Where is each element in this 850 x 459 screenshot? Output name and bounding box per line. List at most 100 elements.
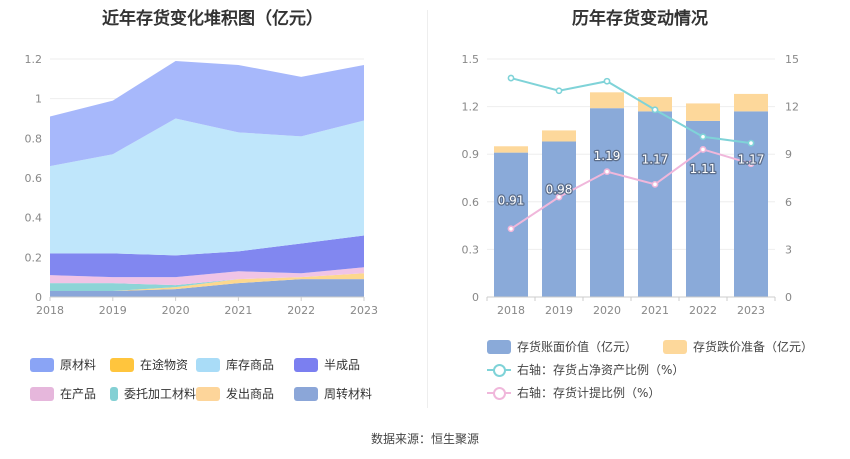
bar-value-label: 1.19 xyxy=(594,149,621,163)
x-tick-label: 2022 xyxy=(689,304,717,317)
legend-item-goods-shipped[interactable]: 发出商品 xyxy=(196,385,294,402)
legend-item-semi-finished[interactable]: 半成品 xyxy=(294,356,384,373)
x-tick-label: 2018 xyxy=(36,304,64,317)
area-周转材料 xyxy=(50,279,364,297)
bar-impairment xyxy=(590,92,624,109)
y-right-tick-label: 6 xyxy=(785,196,792,209)
area-发出商品 xyxy=(50,273,364,292)
line-point xyxy=(747,139,755,147)
legend-swatch xyxy=(30,357,54,372)
bar-impairment xyxy=(542,130,576,142)
legend-item-turnover-material[interactable]: 周转材料 xyxy=(294,385,384,402)
x-tick-label: 2021 xyxy=(641,304,669,317)
legend-swatch xyxy=(196,386,220,401)
x-tick-label: 2020 xyxy=(593,304,621,317)
left-legend: 原材料 在途物资 库存商品 半成品 在产品 委托加工材料 发出商品 周转材料 xyxy=(30,356,420,402)
bar-value-label: 1.17 xyxy=(738,152,765,166)
legend-swatch xyxy=(294,386,318,401)
y-right-tick-label: 12 xyxy=(785,101,799,114)
y-left-tick-label: 0 xyxy=(472,291,479,304)
bar-book-value xyxy=(638,111,672,297)
bar-impairment xyxy=(686,103,720,121)
line-point xyxy=(507,74,515,82)
legend-item-impairment[interactable]: 存货跌价准备（亿元） xyxy=(663,338,813,355)
line-point xyxy=(603,168,611,176)
x-tick-label: 2019 xyxy=(99,304,127,317)
x-tick-label: 2023 xyxy=(737,304,765,317)
line-point xyxy=(699,146,707,153)
y-left-tick-label: 0.9 xyxy=(462,148,480,161)
legend-item-net-asset-ratio[interactable]: 右轴：存货占净资产比例（%） xyxy=(487,361,684,378)
area-原材料 xyxy=(50,60,364,167)
bar-impairment xyxy=(494,146,528,153)
legend-swatch xyxy=(110,386,118,401)
legend-swatch xyxy=(30,386,54,401)
legend-item-in-transit[interactable]: 在途物资 xyxy=(110,356,196,373)
line-net-asset-ratio xyxy=(510,77,752,145)
line-point xyxy=(651,180,659,188)
bar-value-label: 1.11 xyxy=(690,162,717,176)
right-legend: 存货账面价值（亿元） 存货跌价准备（亿元） 右轴：存货占净资产比例（%） 右轴：… xyxy=(487,335,813,404)
bar-book-value xyxy=(494,152,528,297)
line-point xyxy=(555,87,563,95)
bar-impairment xyxy=(638,97,672,112)
area-库存商品 xyxy=(50,118,364,256)
legend-item-outsourced[interactable]: 委托加工材料 xyxy=(110,385,196,402)
legend-swatch xyxy=(663,339,688,354)
y-right-tick-label: 0 xyxy=(785,291,792,304)
y-left-tick-label: 0.3 xyxy=(462,243,480,256)
line-point xyxy=(555,193,563,201)
y-right-tick-label: 15 xyxy=(785,53,799,66)
bar-value-label: 0.91 xyxy=(498,194,525,208)
x-tick-label: 2018 xyxy=(497,304,525,317)
legend-item-raw-material[interactable]: 原材料 xyxy=(30,356,110,373)
legend-swatch xyxy=(487,339,511,354)
line-provision-ratio xyxy=(510,148,752,230)
legend-item-provision-ratio[interactable]: 右轴：存货计提比例（%） xyxy=(487,384,660,401)
y-tick-label: 0.8 xyxy=(25,132,43,145)
y-left-tick-label: 1.2 xyxy=(462,101,480,114)
x-tick-label: 2020 xyxy=(162,304,190,317)
line-point xyxy=(699,133,707,141)
legend-item-finished-goods[interactable]: 库存商品 xyxy=(196,356,294,373)
y-tick-label: 0.4 xyxy=(25,212,43,225)
legend-line-icon xyxy=(487,386,511,400)
bar-line-chart: 0 0.3 0.6 0.9 1.2 1.5 0 3 6 9 12 15 2018 2019 2020 2021… xyxy=(462,53,800,317)
line-point xyxy=(747,160,755,168)
y-left-tick-label: 0.6 xyxy=(462,196,480,209)
bar-value-label: 1.17 xyxy=(642,152,669,166)
y-right-tick-label: 3 xyxy=(785,243,792,256)
bar-book-value xyxy=(542,141,576,297)
panel-divider xyxy=(427,10,428,408)
right-chart-title: 历年存货变动情况 xyxy=(572,9,708,29)
left-chart-title: 近年存货变化堆积图（亿元） xyxy=(102,9,323,29)
legend-item-book-value[interactable]: 存货账面价值（亿元） xyxy=(487,338,637,355)
y-left-tick-label: 1.5 xyxy=(462,53,480,66)
y-tick-label: 0 xyxy=(35,291,42,304)
area-在产品 xyxy=(50,267,364,286)
line-point xyxy=(603,77,611,85)
bar-book-value xyxy=(590,108,624,297)
bar-value-label: 0.98 xyxy=(546,183,573,197)
line-point xyxy=(651,106,659,114)
y-tick-label: 1.2 xyxy=(25,53,43,66)
bar-book-value xyxy=(734,111,768,297)
y-tick-label: 1 xyxy=(35,93,42,106)
stacked-area-chart: 0 0.2 0.4 0.6 0.8 1 1.2 2018 2019 2020 2021 2022 202… xyxy=(25,53,379,317)
bar-impairment xyxy=(734,93,768,112)
y-right-tick-label: 9 xyxy=(785,148,792,161)
legend-line-icon xyxy=(487,363,511,377)
x-tick-label: 2023 xyxy=(350,304,378,317)
legend-swatch xyxy=(294,357,318,372)
x-tick-label: 2019 xyxy=(545,304,573,317)
x-tick-label: 2022 xyxy=(287,304,315,317)
y-tick-label: 0.2 xyxy=(25,251,43,264)
legend-swatch xyxy=(196,357,220,372)
legend-swatch xyxy=(110,357,134,372)
x-tick-label: 2021 xyxy=(224,304,252,317)
area-半成品 xyxy=(50,235,364,278)
y-tick-label: 0.6 xyxy=(25,172,43,185)
legend-item-wip[interactable]: 在产品 xyxy=(30,385,110,402)
line-point xyxy=(507,225,515,233)
data-source: 数据来源：恒生聚源 xyxy=(370,432,479,446)
